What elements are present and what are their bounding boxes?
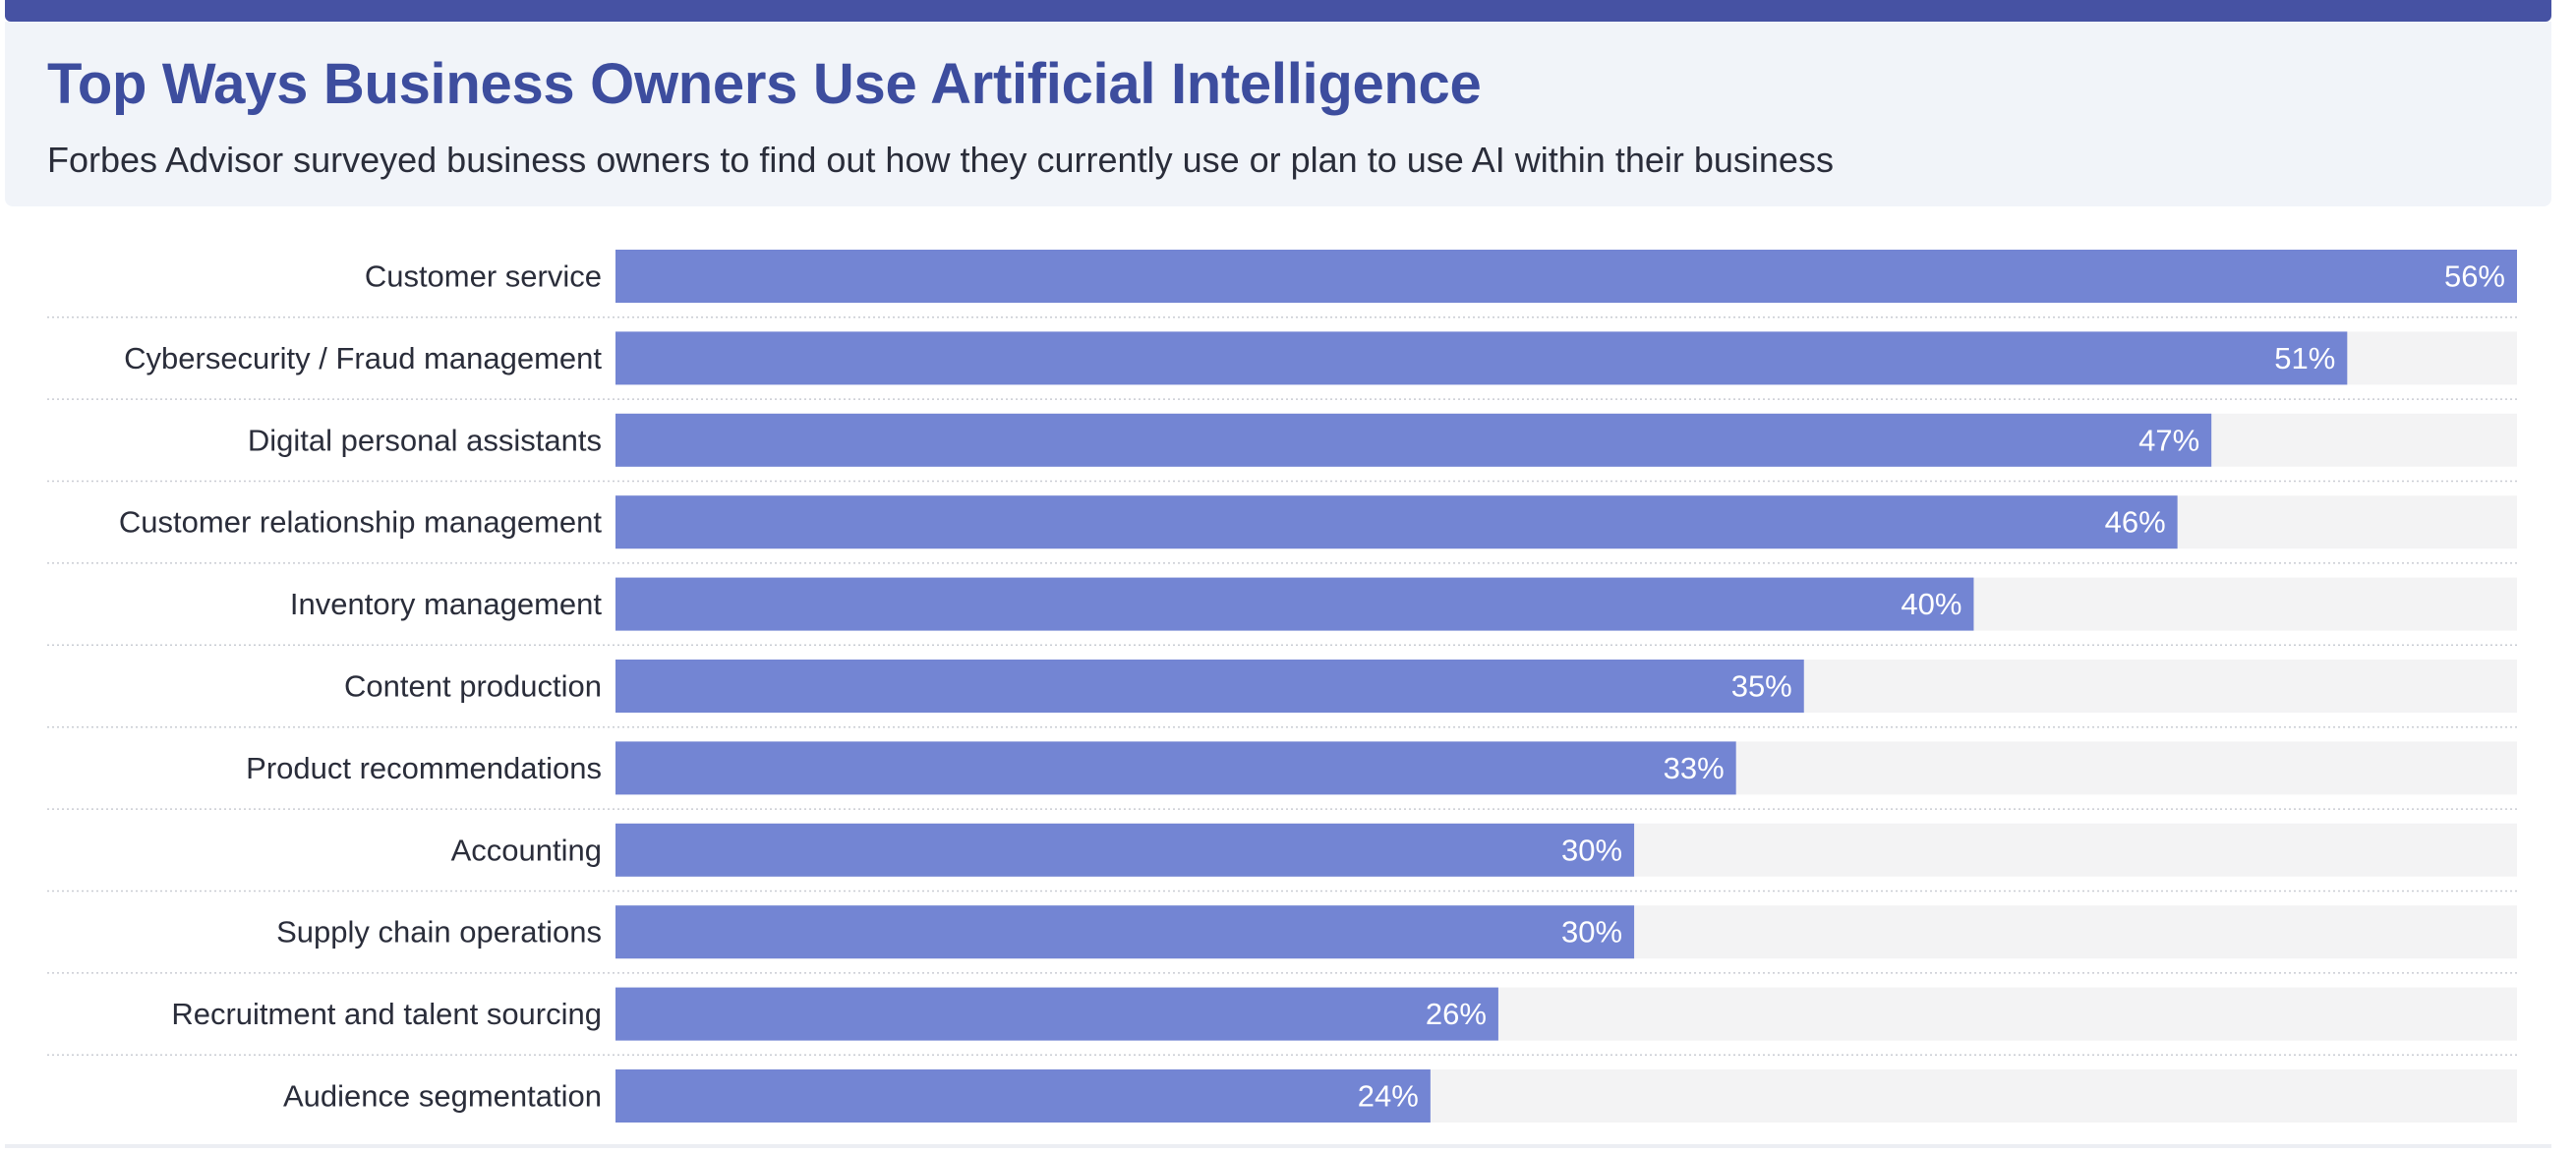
category-label: Digital personal assistants [248,423,602,457]
data-label: 33% [1664,751,1725,785]
bar [615,413,2212,467]
data-label: 46% [2105,505,2166,540]
category-label: Recruitment and talent sourcing [171,997,602,1031]
category-label: Accounting [451,833,602,867]
category-label: Audience segmentation [283,1079,602,1114]
bar [615,823,1635,877]
data-label: 51% [2274,341,2335,375]
category-label: Customer relationship management [119,505,602,540]
category-label: Cybersecurity / Fraud management [124,341,602,375]
bar-chart-svg: Customer service 56% Cybersecurity / Fraud… [47,250,2517,1123]
bar [615,577,1974,631]
chart-subtitle: Forbes Advisor surveyed business owners … [47,140,1834,180]
data-label: 47% [2138,423,2199,457]
category-label: Supply chain operations [276,915,602,950]
category-label: Customer service [365,259,602,294]
data-label: 40% [1901,587,1961,621]
accent-top-bar [5,0,2551,22]
bar [615,331,2348,385]
bar [615,905,1635,959]
bar-chart: Customer service 56% Cybersecurity / Fraud… [0,236,2576,1140]
data-label: 30% [1561,833,1622,867]
category-label: Content production [344,669,602,704]
category-label: Inventory management [290,587,602,621]
data-label: 56% [2444,259,2505,294]
chart-title: Top Ways Business Owners Use Artificial … [47,52,1482,116]
chart-header: Top Ways Business Owners Use Artificial … [5,22,2551,206]
bar [615,250,2517,303]
bar [615,741,1736,795]
data-label: 26% [1426,997,1487,1031]
bar [615,1069,1431,1123]
data-label: 35% [1731,669,1792,704]
bar [615,987,1498,1041]
bar [615,660,1804,713]
data-label: 30% [1561,915,1622,950]
bottom-divider [5,1144,2551,1148]
data-label: 24% [1358,1079,1419,1114]
category-label: Product recommendations [246,751,602,785]
bar [615,495,2178,549]
